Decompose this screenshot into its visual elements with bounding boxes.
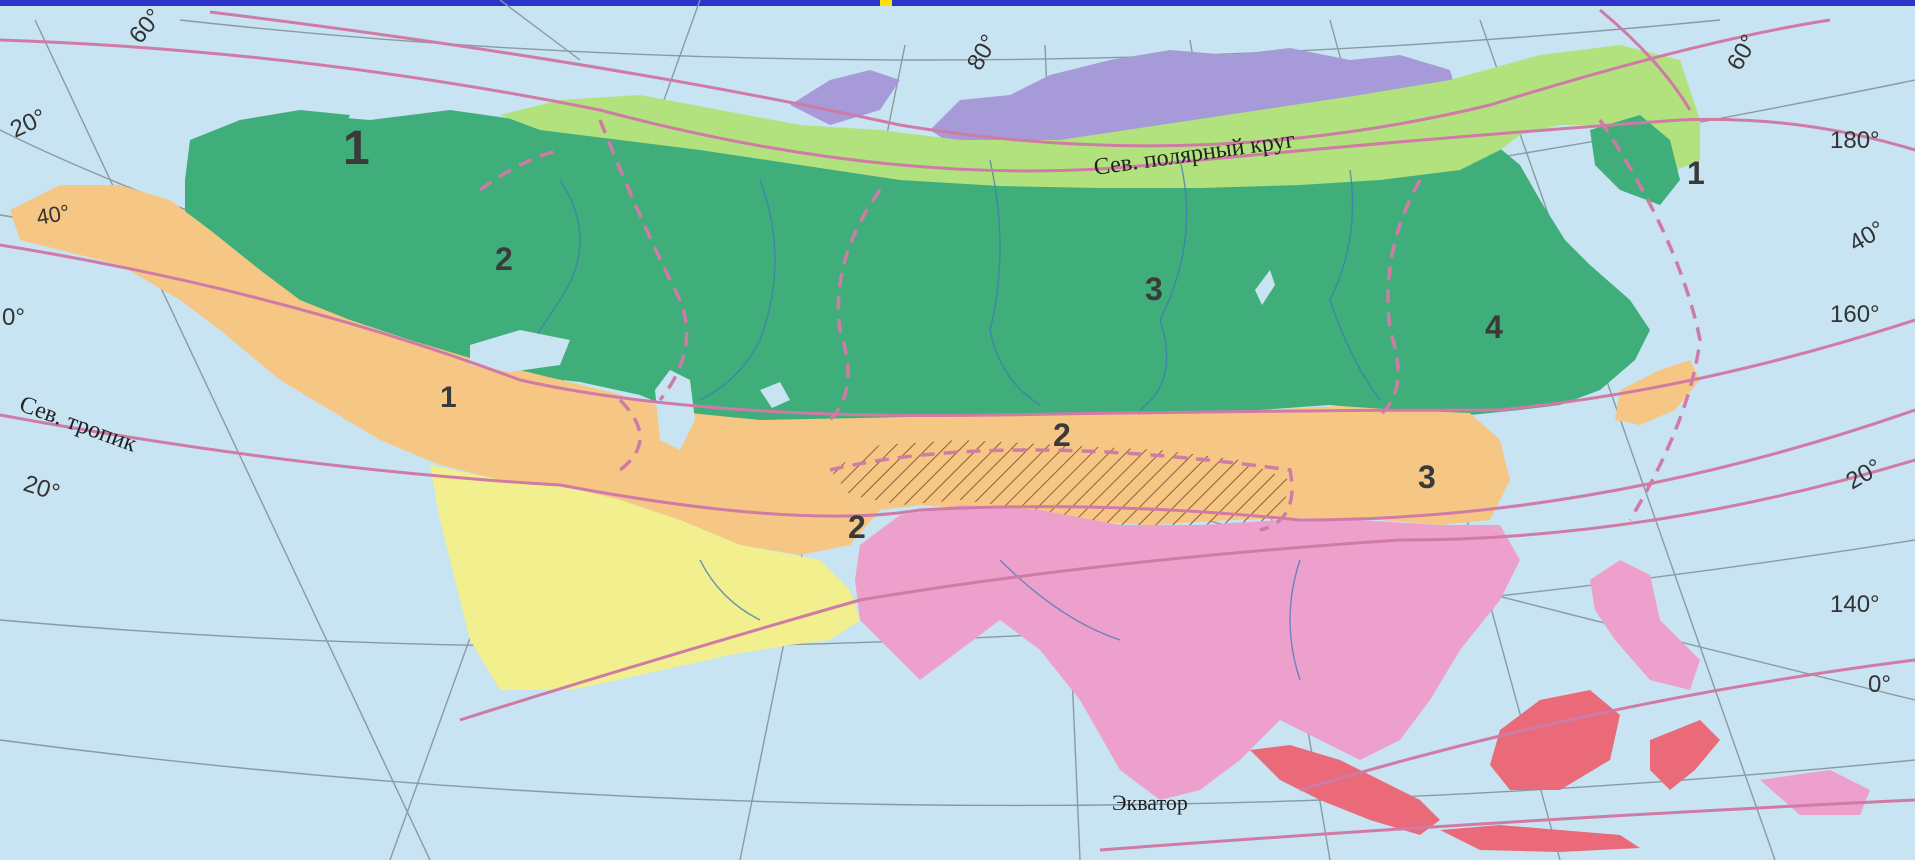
zone-number-temperate-siberia: 3 — [1145, 271, 1163, 307]
zone-subequatorial — [855, 505, 1520, 800]
top-bar-accent — [880, 0, 892, 6]
meridian — [499, 0, 581, 61]
boundary-line — [1299, 658, 1915, 792]
river — [1329, 169, 1381, 401]
aral-sea — [760, 382, 790, 408]
boundary-line — [1599, 8, 1692, 111]
baikal — [1255, 270, 1275, 305]
river — [1289, 559, 1301, 681]
zone-number-subtropic-west: 1 — [440, 381, 457, 414]
dashed-line — [618, 398, 642, 472]
zone-boundaries — [0, 8, 1915, 852]
zone-equatorial-java — [1440, 825, 1640, 852]
zone-number-temperate-fareast: 4 — [1485, 309, 1503, 345]
river — [699, 179, 776, 401]
dashed-line — [478, 148, 561, 192]
caspian-sea — [655, 370, 695, 450]
boundary-line — [0, 408, 1915, 522]
boundary-line — [0, 38, 1915, 173]
degree-label-left-0: 0° — [2, 304, 25, 331]
dashed-line — [598, 119, 689, 402]
dashed-boundaries — [478, 119, 1702, 532]
philippines — [1590, 560, 1700, 690]
dashed-line — [1378, 179, 1422, 417]
rivers — [519, 159, 1381, 681]
top-bar — [0, 0, 1915, 6]
river — [699, 559, 761, 621]
japan — [1615, 360, 1700, 425]
degree-label-right-0: 0° — [1868, 671, 1891, 698]
zone-number-subtropic-east: 3 — [1418, 459, 1436, 495]
boundary-line — [0, 243, 1915, 418]
dashed-line — [1598, 119, 1702, 521]
zone-equatorial-sumatra — [1250, 745, 1440, 835]
novaya-zemlya — [790, 70, 900, 125]
meridian — [1479, 19, 1776, 860]
boundary-line — [209, 10, 1831, 148]
zone-number-arctic-east: 1 — [1687, 155, 1705, 191]
kamchatka — [1590, 115, 1680, 205]
tibet-highland — [830, 440, 1290, 525]
degree-label-left-40: 40° — [35, 200, 72, 230]
river — [989, 159, 1041, 406]
boundary-line — [459, 458, 1915, 722]
degree-label-right-140: 140° — [1830, 591, 1880, 618]
boundary-line — [1099, 798, 1915, 852]
dashed-line — [828, 188, 882, 422]
degree-label-right-160: 160° — [1830, 301, 1880, 328]
meridian — [34, 19, 431, 860]
black-sea — [470, 330, 570, 372]
river — [999, 559, 1121, 641]
zone-equatorial-sulawesi — [1650, 720, 1720, 790]
zone-tropical-dry — [430, 465, 860, 690]
degree-label-right-180: 180° — [1830, 127, 1880, 154]
equator-label: Экватор — [1112, 790, 1188, 815]
parallel — [179, 19, 1721, 61]
parallel — [0, 739, 1915, 807]
zone-number-temperate-europe: 2 — [495, 241, 513, 277]
zone-number-arctic-west: 1 — [343, 122, 370, 175]
river — [1139, 159, 1188, 411]
zone-number-subtropic-central: 2 — [1053, 417, 1071, 453]
zone-number-labels: 1 1 1 2 3 4 2 2 3 — [343, 122, 1705, 545]
zone-number-subtropic-iran: 2 — [848, 509, 866, 545]
scandinavia — [200, 110, 350, 185]
